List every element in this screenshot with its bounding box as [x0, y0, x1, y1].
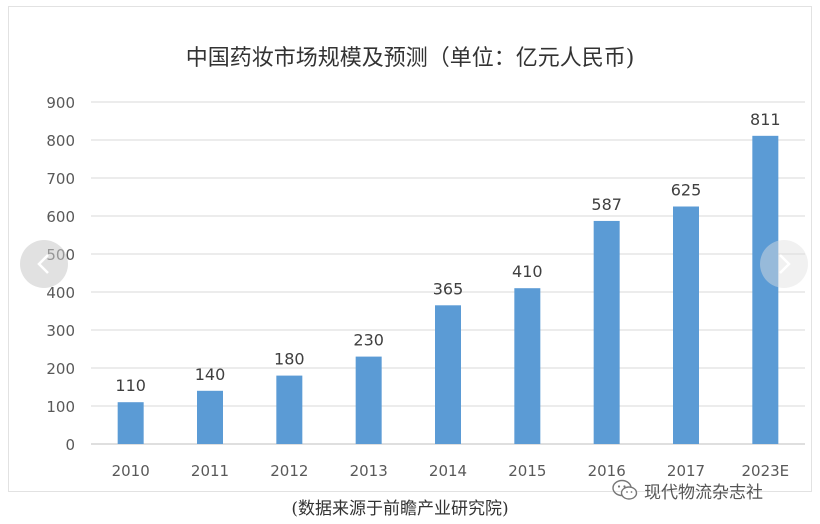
- x-axis: 2010 2011 2012 2013 2014 2015 2016 2017 2023E: [112, 462, 790, 480]
- data-label: 365: [433, 279, 464, 298]
- x-tick-label: 2011: [191, 462, 229, 480]
- y-tick-label: 700: [46, 170, 75, 188]
- watermark-text: 现代物流杂志社: [644, 482, 763, 503]
- y-tick-label: 200: [46, 360, 75, 378]
- x-tick-label: 2017: [667, 462, 705, 480]
- y-tick-label: 300: [46, 322, 75, 340]
- prev-slide-button[interactable]: [20, 240, 68, 288]
- x-tick-label: 2015: [508, 462, 546, 480]
- bar: [197, 390, 223, 444]
- x-tick-label: 2016: [588, 462, 626, 480]
- y-tick-label: 800: [46, 132, 75, 150]
- y-tick-label: 400: [46, 284, 75, 302]
- bar: [673, 206, 699, 444]
- data-labels: 110 140 180 230 365 410 587 625 811: [115, 110, 780, 395]
- data-label: 140: [195, 365, 226, 384]
- data-source-caption: (数据来源于前瞻产业研究院): [291, 499, 509, 519]
- chevron-right-icon: [779, 254, 791, 274]
- y-tick-label: 100: [46, 398, 75, 416]
- data-label: 811: [750, 110, 781, 129]
- y-tick-label: 900: [46, 94, 75, 112]
- data-label: 587: [591, 195, 622, 214]
- y-tick-label: 600: [46, 208, 75, 226]
- chevron-left-icon: [37, 254, 49, 274]
- x-tick-label: 2014: [429, 462, 467, 480]
- bar: [752, 135, 779, 444]
- bar: [276, 375, 303, 444]
- x-tick-label: 2010: [112, 462, 150, 480]
- bar: [117, 402, 144, 444]
- chart-title: 中国药妆市场规模及预测（单位：亿元人民币): [186, 46, 635, 71]
- data-label: 410: [512, 262, 543, 281]
- x-tick-label: 2012: [270, 462, 308, 480]
- data-label: 110: [115, 376, 146, 395]
- watermark: 现代物流杂志社: [612, 478, 763, 503]
- data-label: 180: [274, 350, 305, 369]
- chart-container: 中国药妆市场规模及预测（单位：亿元人民币) 010020030040050060…: [8, 6, 812, 492]
- y-tick-label: 0: [65, 436, 75, 454]
- bar-chart: 中国药妆市场规模及预测（单位：亿元人民币) 010020030040050060…: [46, 46, 805, 480]
- wechat-icon: [612, 479, 638, 500]
- bars: [117, 135, 779, 444]
- next-slide-button[interactable]: [760, 240, 808, 288]
- bar: [514, 288, 541, 444]
- data-label: 230: [353, 331, 384, 350]
- bar: [355, 356, 382, 444]
- bar: [593, 220, 620, 444]
- bar: [435, 305, 461, 444]
- x-tick-label: 2023E: [742, 462, 790, 480]
- data-label: 625: [671, 181, 702, 200]
- x-tick-label: 2013: [350, 462, 388, 480]
